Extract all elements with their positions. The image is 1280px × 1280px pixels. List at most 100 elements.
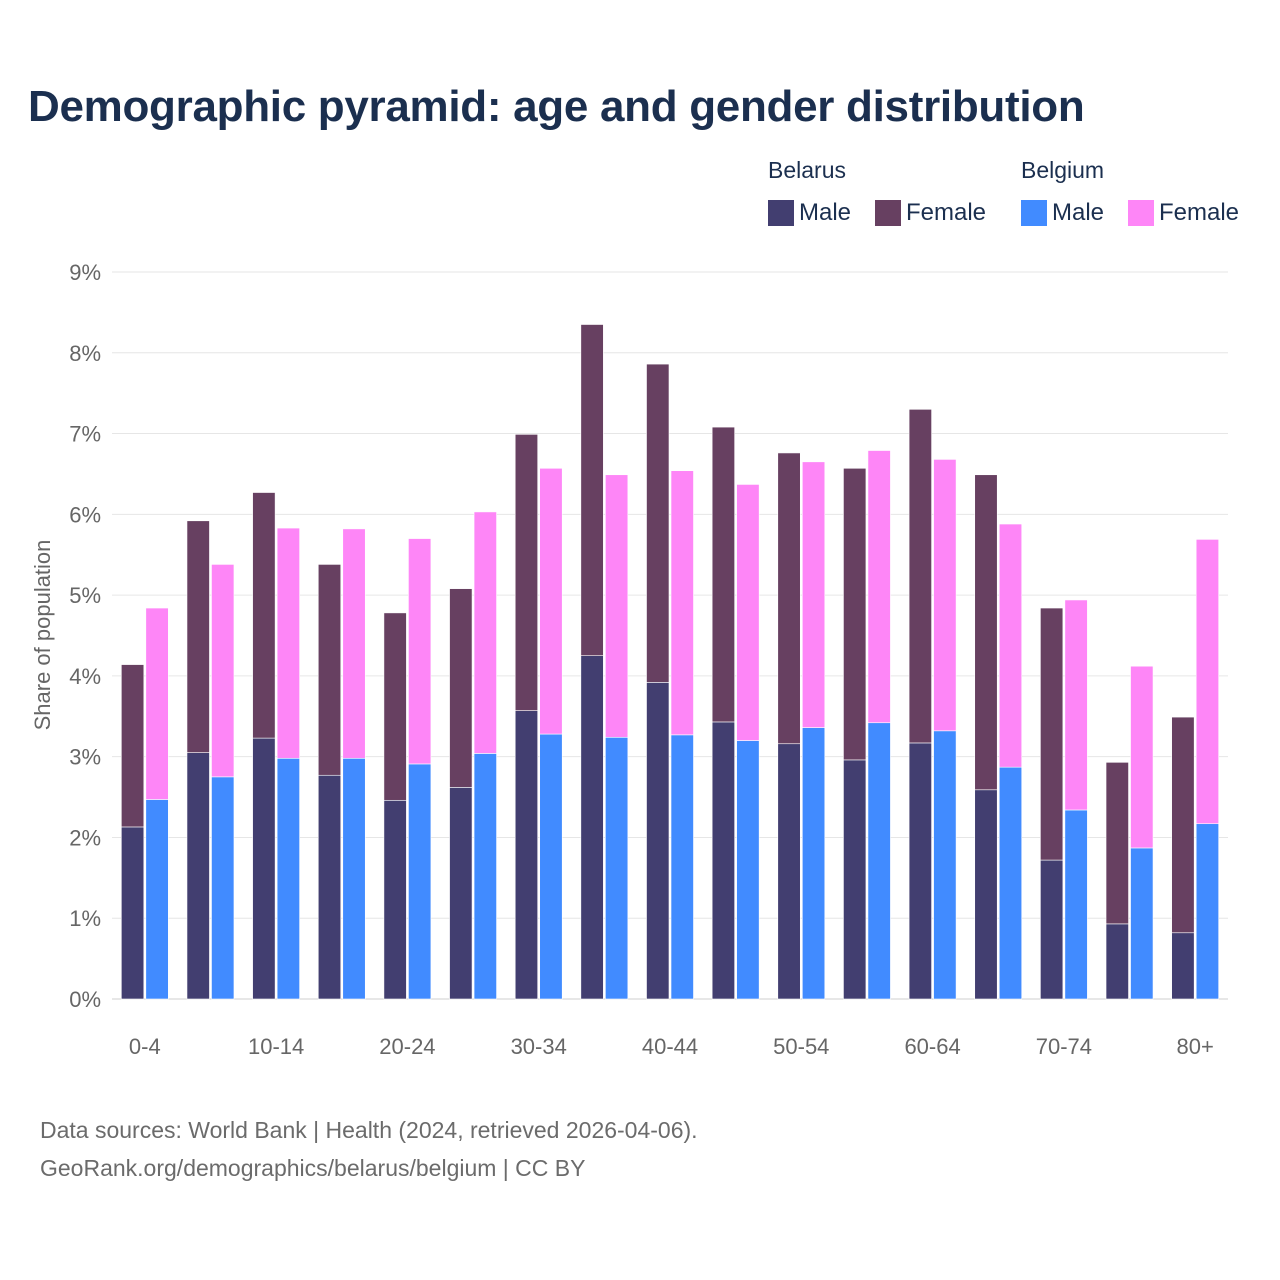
- legend-swatch-belarus-female: [875, 200, 901, 226]
- bar-belgium-male: [1195, 823, 1219, 1000]
- source-line-2[interactable]: GeoRank.org/demographics/belarus/belgium…: [40, 1155, 586, 1181]
- bar-belarus-female: [186, 520, 210, 753]
- bar-belgium-female: [933, 459, 957, 732]
- bar-belgium-male: [342, 757, 366, 1000]
- bar-belgium-female: [670, 470, 694, 736]
- bar-belgium-male: [473, 753, 497, 1000]
- bar-belarus-female: [121, 664, 145, 828]
- x-tick-label: 50-54: [773, 1034, 829, 1059]
- bar-belgium-male: [998, 766, 1023, 1000]
- bar-belarus-male: [1040, 859, 1064, 1000]
- bar-belarus-female: [449, 588, 473, 788]
- bar-belgium-female: [276, 527, 300, 759]
- bar-belgium-male: [1130, 847, 1154, 1000]
- bar-belarus-female: [711, 426, 735, 723]
- legend-label-belgium-male: Male: [1052, 199, 1105, 226]
- bar-belarus-male: [317, 774, 342, 1000]
- y-axis-label: Share of population: [30, 540, 55, 731]
- bar-belarus-male: [121, 826, 145, 1000]
- x-tick-label: 60-64: [904, 1034, 960, 1059]
- bar-belgium-male: [276, 757, 300, 1000]
- bar-belarus-female: [1105, 762, 1129, 925]
- bar-belarus-male: [580, 655, 604, 1000]
- bar-belgium-female: [473, 511, 497, 754]
- y-tick-label: 2%: [69, 825, 101, 850]
- bar-belarus-male: [449, 787, 473, 1000]
- y-tick-label: 4%: [69, 664, 101, 689]
- legend-group-belgium-title: Belgium: [1021, 157, 1105, 183]
- bar-belarus-female: [777, 452, 801, 745]
- x-tick-label: 10-14: [248, 1034, 304, 1059]
- bar-belarus-female: [580, 324, 604, 656]
- bar-belarus-female: [646, 363, 670, 683]
- legend-swatch-belgium-female: [1128, 200, 1154, 226]
- bar-belarus-male: [646, 682, 670, 1000]
- bar-belgium-male: [801, 727, 826, 1000]
- bar-belgium-female: [145, 607, 169, 800]
- bar-belgium-female: [539, 467, 563, 735]
- bar-belarus-female: [383, 612, 407, 801]
- y-tick-label: 5%: [69, 583, 101, 608]
- bar-belgium-male: [1064, 809, 1088, 1000]
- y-tick-label: 1%: [69, 906, 101, 931]
- y-tick-label: 0%: [69, 987, 101, 1012]
- bar-belarus-male: [1105, 923, 1129, 1000]
- bar-belarus-female: [1040, 607, 1064, 861]
- bar-belgium-male: [736, 740, 760, 1000]
- bar-belarus-male: [1171, 932, 1195, 1000]
- bar-belgium-male: [605, 736, 629, 1000]
- bar-belarus-female: [317, 564, 342, 776]
- legend-item-belarus-male[interactable]: Male: [768, 199, 851, 227]
- bar-belarus-male: [514, 710, 539, 1000]
- bar-belgium-female: [998, 523, 1023, 768]
- bar-belarus-male: [908, 742, 932, 1000]
- bar-belgium-female: [605, 474, 629, 738]
- bar-belgium-male: [933, 730, 957, 1000]
- bar-belarus-male: [252, 737, 276, 1000]
- legend-swatch-belgium-male: [1021, 200, 1047, 226]
- bar-belgium-female: [342, 528, 366, 759]
- legend-label-belarus-male: Male: [799, 199, 852, 226]
- bar-belarus-female: [252, 492, 276, 739]
- bar-belgium-male: [670, 734, 694, 1000]
- bar-belgium-female: [736, 484, 760, 741]
- bar-belgium-female: [1130, 665, 1154, 849]
- y-tick-label: 6%: [69, 502, 101, 527]
- chart-title: Demographic pyramid: age and gender dist…: [28, 82, 1085, 131]
- y-tick-label: 8%: [69, 341, 101, 366]
- bar-belarus-female: [1171, 716, 1195, 934]
- x-tick-label: 20-24: [379, 1034, 435, 1059]
- legend-item-belgium-male[interactable]: Male: [1021, 199, 1104, 227]
- bar-belarus-male: [777, 743, 801, 1000]
- bar-belarus-female: [974, 474, 998, 791]
- bar-belarus-male: [186, 752, 210, 1000]
- bar-belarus-male: [974, 789, 998, 1000]
- bar-belarus-female: [908, 409, 932, 744]
- bar-belgium-male: [867, 722, 891, 1000]
- bar-belarus-female: [514, 434, 539, 711]
- x-tick-label: 30-34: [511, 1034, 567, 1059]
- legend-group-belarus-title: Belarus: [768, 157, 846, 183]
- legend-label-belarus-female: Female: [906, 199, 987, 226]
- bar-belgium-male: [145, 799, 169, 1000]
- x-tick-label: 70-74: [1036, 1034, 1092, 1059]
- bar-belgium-male: [211, 776, 235, 1000]
- bar-belgium-female: [801, 461, 826, 728]
- bar-belarus-male: [383, 799, 407, 1000]
- bar-belgium-male: [408, 763, 432, 1000]
- x-tick-label: 0-4: [129, 1034, 161, 1059]
- legend-item-belgium-female[interactable]: Female: [1128, 199, 1239, 227]
- bar-belgium-female: [867, 450, 891, 724]
- bar-belarus-male: [843, 759, 867, 1000]
- source-line-1: Data sources: World Bank | Health (2024,…: [40, 1117, 698, 1143]
- bar-belgium-female: [408, 538, 432, 765]
- y-tick-label: 7%: [69, 422, 101, 447]
- bar-belgium-female: [1064, 599, 1088, 811]
- x-tick-label: 40-44: [642, 1034, 698, 1059]
- bar-belgium-male: [539, 733, 563, 1000]
- bar-belarus-female: [843, 467, 867, 761]
- y-tick-label: 9%: [69, 260, 101, 285]
- bar-belgium-female: [211, 564, 235, 778]
- legend-item-belarus-female[interactable]: Female: [875, 199, 986, 227]
